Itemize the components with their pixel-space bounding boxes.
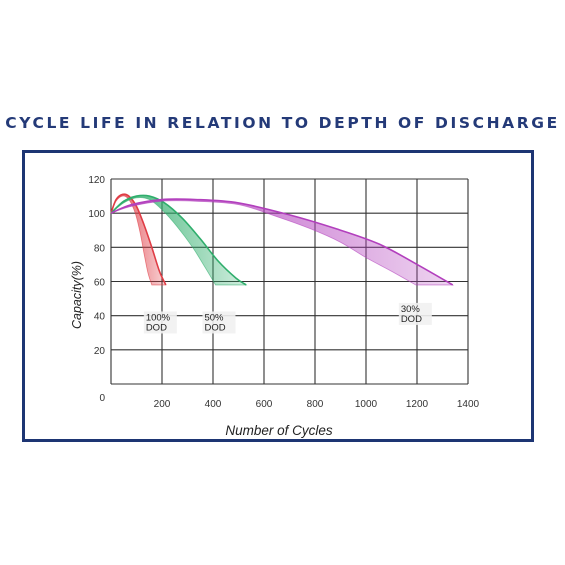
x-axis-label: Number of Cycles [225,423,333,438]
x-tick-label: 1400 [457,399,480,410]
dod-label: 30%DOD [398,302,432,325]
chart-frame: 200 400 600 800 1000 1200 1400 0 20 40 60 80 100 120 … [22,150,534,442]
dod-label-text: 100% [146,312,171,323]
series-band-dod100 [110,193,167,286]
y-axis-label: Capacity(%) [70,261,84,329]
dod-label-text: 50% [204,312,224,323]
x-tick-label: 1000 [355,399,378,410]
dod-label-bg [202,311,236,334]
chart-svg: 200 400 600 800 1000 1200 1400020406080100120 … [70,175,480,438]
dod-label-bg [143,311,177,334]
y-tick-label: 0 [99,393,105,404]
y-tick-label: 100 [88,209,105,220]
dod-label: 100%DOD [143,311,177,334]
dod-label-text: DOD [204,322,225,333]
series-line [110,198,454,286]
y-tick-label: 80 [94,243,106,254]
tick-labels: 200 400 600 800 1000 1200 1400 0 20 40 60 80 100 120 [88,175,479,410]
dod-label: 50%DOD [202,311,236,334]
y-tick-label: 20 [94,346,106,357]
x-tick-label: 400 [205,399,222,410]
y-tick-label: 60 [94,278,106,289]
x-tick-label: 800 [307,399,324,410]
y-tick-label: 120 [88,175,105,186]
dod-label-text: DOD [146,322,167,333]
x-tick-label: 1200 [406,399,429,410]
series-line [110,193,167,286]
dod-label-text: DOD [401,314,422,325]
dod-label-text: 30% [401,304,421,315]
y-tick-label: 40 [94,312,106,323]
series-line [110,194,247,286]
x-tick-label: 600 [256,399,273,410]
series-layer [110,193,455,286]
chart-title: CYCLE LIFE IN RELATION TO DEPTH OF DISCH… [5,114,560,132]
x-tick-label: 200 [154,399,171,410]
series-band-dod50 [110,194,248,286]
dod-label-bg [398,302,432,325]
